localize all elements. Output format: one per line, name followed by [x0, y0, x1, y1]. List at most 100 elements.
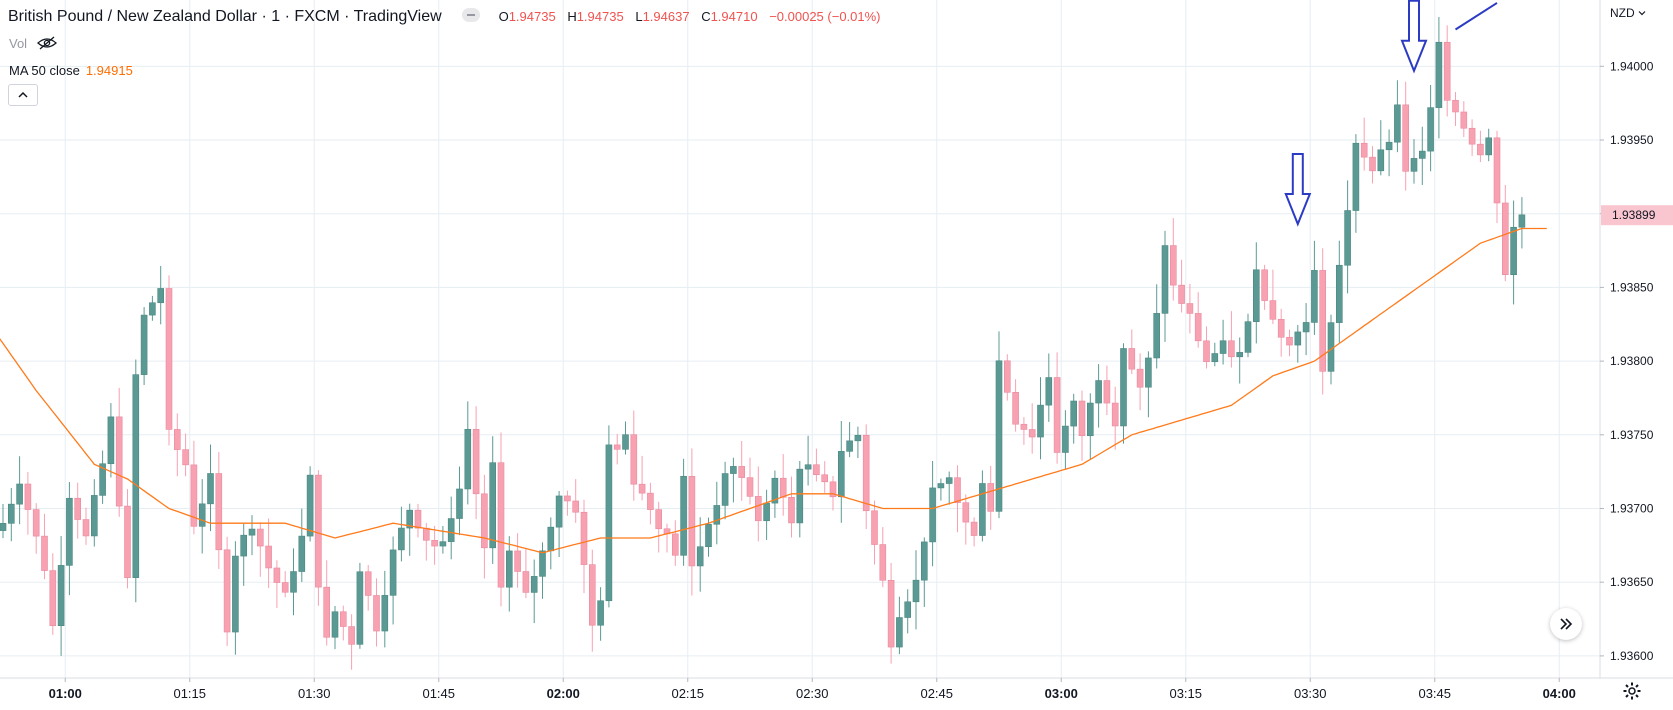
candle-body	[356, 571, 364, 645]
candle-body	[1062, 425, 1069, 453]
candle-body	[240, 534, 247, 557]
candle-body	[207, 473, 214, 505]
collapse-legend-button[interactable]	[8, 84, 38, 106]
candle-body	[0, 523, 7, 531]
candle-body	[779, 477, 787, 498]
candle-body	[879, 544, 887, 581]
candle-body	[1443, 41, 1451, 101]
high-value: 1.94735	[576, 9, 624, 25]
candle-body	[887, 579, 895, 648]
candle-body	[597, 600, 604, 626]
candle-body	[788, 496, 795, 524]
candle-body	[91, 495, 98, 537]
candle-body	[439, 541, 447, 547]
candle-body	[763, 502, 770, 522]
trend-line	[1454, 2, 1498, 31]
candle-body	[1344, 210, 1351, 266]
ma-50-line	[0, 227, 1547, 554]
chevron-down-icon	[1638, 11, 1646, 16]
candle-body	[198, 503, 206, 527]
candle-body	[1477, 143, 1484, 156]
candle-body	[929, 487, 936, 543]
y-tick-label: 1.93800	[1610, 354, 1654, 368]
x-tick-label: 01:00	[49, 686, 82, 701]
x-tick-label: 04:00	[1543, 686, 1576, 701]
candle-body	[32, 509, 40, 537]
close-key: C	[701, 9, 711, 25]
candle-body	[655, 509, 663, 530]
ma-value: 1.94915	[85, 63, 133, 78]
price-change: −0.00025 (−0.01%)	[769, 9, 881, 25]
scroll-to-realtime-button[interactable]	[1550, 608, 1582, 640]
candle-body	[248, 528, 256, 536]
candle-body	[696, 546, 704, 567]
candle-body	[273, 567, 281, 583]
x-tick-label: 02:30	[796, 686, 829, 701]
currency-label: NZD	[1610, 6, 1635, 20]
candle-body	[497, 462, 505, 588]
candle-body	[1502, 202, 1509, 276]
candle-body	[962, 502, 970, 523]
candle-body	[896, 617, 903, 648]
y-tick-label: 1.93600	[1610, 649, 1654, 663]
candle-body	[854, 434, 862, 442]
candle-body	[1319, 270, 1326, 372]
symbol-title[interactable]: British Pound / New Zealand Dollar · 1 ·…	[8, 8, 442, 25]
candle-body	[422, 527, 430, 541]
candle-body	[1087, 402, 1094, 437]
settings-gear-icon[interactable]	[1622, 681, 1642, 706]
candle-body	[746, 477, 754, 497]
x-tick-label: 03:30	[1294, 686, 1327, 701]
candle-body	[1053, 377, 1061, 453]
candle-body	[190, 464, 198, 527]
legend-toggle-icon[interactable]	[462, 7, 481, 22]
candle-body	[381, 595, 389, 632]
candle-body	[1219, 340, 1227, 354]
candle-body	[771, 477, 779, 504]
candle-body	[605, 444, 613, 602]
candle-body	[564, 495, 571, 502]
candle-body	[1360, 142, 1368, 158]
candle-body	[796, 468, 804, 524]
close-value: 1.94710	[710, 9, 758, 25]
candle-body	[223, 549, 231, 633]
currency-selector[interactable]: NZD	[1610, 6, 1646, 20]
candle-body	[464, 428, 472, 490]
candle-body	[41, 535, 48, 571]
eye-hidden-icon[interactable]	[36, 36, 57, 53]
volume-indicator[interactable]: Vol	[9, 36, 57, 53]
candle-body	[1211, 353, 1219, 363]
candle-body	[530, 576, 538, 593]
candle-body	[115, 416, 123, 507]
y-tick-label: 1.93850	[1610, 280, 1654, 294]
candle-body	[821, 474, 829, 483]
candle-body	[1269, 300, 1277, 320]
candle-body	[1510, 226, 1517, 276]
candle-body	[1161, 245, 1169, 314]
candle-body	[1045, 377, 1053, 406]
candle-body	[945, 477, 953, 484]
candle-body	[315, 474, 322, 588]
low-value: 1.94637	[642, 9, 690, 25]
candle-body	[57, 565, 65, 627]
candle-body	[1095, 380, 1102, 404]
candle-body	[713, 505, 721, 525]
candle-body	[298, 535, 306, 572]
candle-body	[505, 550, 513, 588]
volume-label: Vol	[9, 36, 28, 51]
chevron-up-icon	[18, 91, 28, 98]
candle-body	[306, 474, 314, 537]
candle-body	[572, 500, 580, 513]
candle-body	[705, 523, 712, 548]
y-tick-label: 1.93650	[1610, 575, 1654, 589]
candle-body	[290, 571, 297, 593]
candle-body	[281, 582, 289, 593]
candle-body	[1228, 340, 1235, 358]
price-scale-bg	[1600, 0, 1673, 710]
ma-indicator[interactable]: MA 50 close 1.94915	[9, 63, 133, 78]
candle-body	[339, 611, 347, 627]
candle-body	[588, 564, 596, 626]
last-price-tag	[1601, 205, 1673, 226]
candle-body	[24, 483, 32, 510]
